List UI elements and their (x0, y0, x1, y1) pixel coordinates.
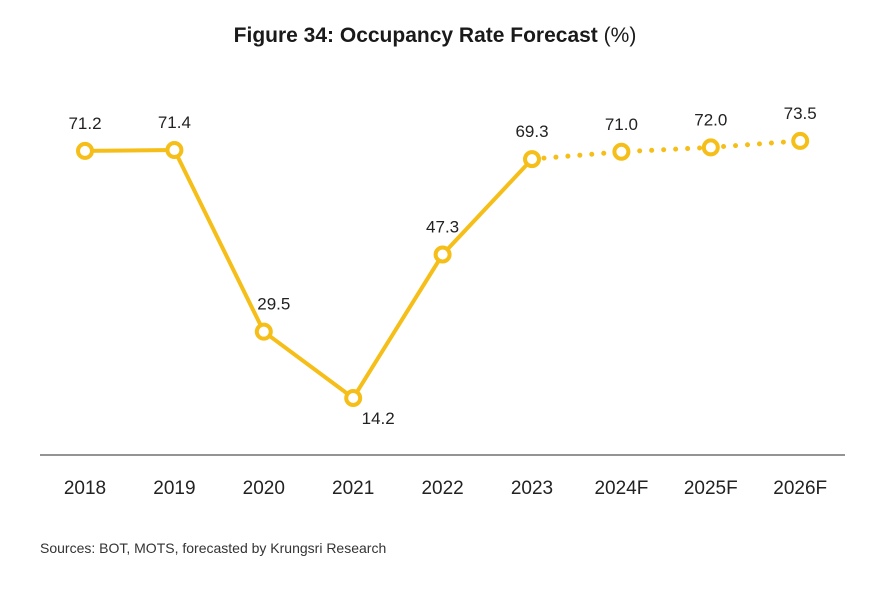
data-point-2024f (612, 142, 631, 161)
chart-title: Figure 34: Occupancy Rate Forecast (%) (0, 24, 870, 48)
data-label-2023: 69.3 (515, 122, 548, 141)
chart-title-unit: (%) (603, 24, 637, 47)
data-label-2020: 29.5 (257, 295, 290, 314)
data-point-2022 (433, 245, 452, 264)
data-point-2025f (701, 138, 720, 157)
x-tick-label-2025f: 2025F (684, 478, 738, 499)
chart-title-text: Figure 34: Occupancy Rate Forecast (233, 24, 598, 47)
x-tick-labels-layer: 2018 2019 2020 2021 2022 2023 2024F 2025F 2026F (64, 478, 827, 499)
series-line-actual (84, 148, 534, 400)
data-point-2020 (254, 322, 273, 341)
x-tick-label-2021: 2021 (332, 478, 374, 499)
series-layer (84, 138, 803, 400)
data-point-2026f (791, 131, 810, 150)
data-label-2025f: 72.0 (694, 110, 727, 129)
x-tick-label-2024f: 2024F (594, 478, 648, 499)
points-layer (76, 131, 810, 407)
x-tick-label-2026f: 2026F (773, 478, 827, 499)
data-point-2023 (523, 150, 541, 169)
data-label-2019: 71.4 (158, 113, 191, 132)
data-label-2026f: 73.5 (784, 104, 817, 123)
x-tick-label-2018: 2018 (64, 478, 106, 499)
line-chart: 71.2 71.4 29.5 14.2 47.3 69.3 71.0 72.0 73.5 201… (40, 104, 845, 499)
x-tick-label-2020: 2020 (243, 478, 285, 499)
data-point-2021 (344, 389, 363, 407)
data-labels-layer: 71.2 71.4 29.5 14.2 47.3 69.3 71.0 72.0 73.5 (68, 104, 816, 428)
x-tick-label-2019: 2019 (153, 478, 195, 499)
source-note: Sources: BOT, MOTS, forecasted by Krungs… (40, 540, 387, 556)
data-point-2019 (165, 141, 184, 160)
data-label-2018: 71.2 (68, 114, 101, 133)
data-point-2018 (76, 141, 94, 160)
data-label-2024f: 71.0 (605, 115, 638, 134)
x-tick-label-2023: 2023 (511, 478, 553, 499)
x-tick-label-2022: 2022 (421, 478, 463, 499)
data-label-2021: 14.2 (362, 409, 395, 428)
data-label-2022: 47.3 (426, 218, 459, 237)
series-line-forecast (529, 138, 803, 162)
